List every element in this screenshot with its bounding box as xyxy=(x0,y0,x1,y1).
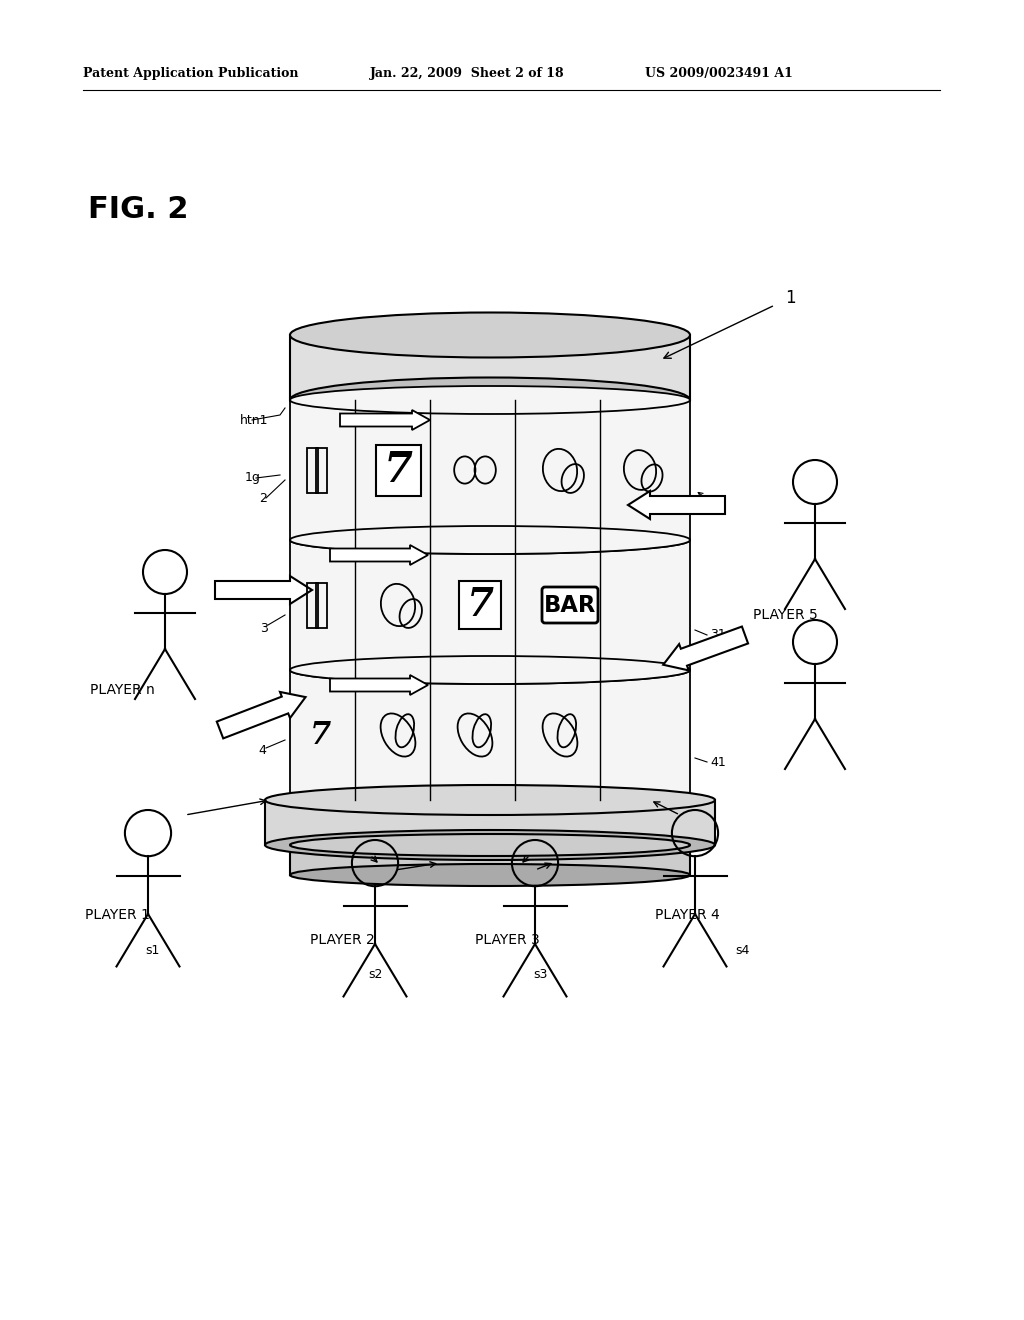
Text: PLAYER 1: PLAYER 1 xyxy=(85,908,150,921)
Bar xyxy=(316,582,328,627)
FancyArrow shape xyxy=(215,576,312,605)
Bar xyxy=(316,447,328,492)
Text: ht21: ht21 xyxy=(406,396,433,409)
Bar xyxy=(290,845,690,875)
Text: US 2009/0023491 A1: US 2009/0023491 A1 xyxy=(645,66,793,79)
Text: 2: 2 xyxy=(259,491,267,504)
Bar xyxy=(307,447,318,492)
Text: 4: 4 xyxy=(258,743,266,756)
FancyArrow shape xyxy=(664,627,749,671)
Text: PLAYER 3: PLAYER 3 xyxy=(475,933,540,946)
Text: PLAYER 5: PLAYER 5 xyxy=(753,609,818,622)
Text: 3: 3 xyxy=(260,622,268,635)
Ellipse shape xyxy=(290,656,690,684)
Text: s: s xyxy=(424,409,431,422)
FancyBboxPatch shape xyxy=(542,587,598,623)
Text: s: s xyxy=(422,544,429,558)
Text: PLAYER 4: PLAYER 4 xyxy=(655,908,720,921)
Bar xyxy=(265,800,715,845)
Text: s: s xyxy=(422,675,429,688)
FancyArrow shape xyxy=(217,692,305,738)
Text: ht41: ht41 xyxy=(645,396,674,409)
Ellipse shape xyxy=(290,378,690,422)
Bar xyxy=(290,400,690,540)
Text: Patent Application Publication: Patent Application Publication xyxy=(83,66,299,79)
Text: htn1: htn1 xyxy=(240,413,268,426)
Text: s1: s1 xyxy=(144,944,159,957)
FancyBboxPatch shape xyxy=(459,581,501,628)
Text: ht31: ht31 xyxy=(477,404,506,417)
FancyBboxPatch shape xyxy=(376,445,421,495)
Ellipse shape xyxy=(265,785,715,814)
Ellipse shape xyxy=(290,865,690,886)
FancyArrow shape xyxy=(330,545,428,565)
Text: ht11: ht11 xyxy=(330,404,358,417)
Ellipse shape xyxy=(290,834,690,855)
Text: 7: 7 xyxy=(309,719,331,751)
Text: PLAYER n: PLAYER n xyxy=(90,682,155,697)
Bar xyxy=(290,335,690,400)
Text: 1: 1 xyxy=(785,289,796,308)
Text: PLAYER 2: PLAYER 2 xyxy=(310,933,375,946)
Ellipse shape xyxy=(290,525,690,554)
Bar xyxy=(307,582,318,627)
Text: s2: s2 xyxy=(368,969,382,982)
FancyArrow shape xyxy=(628,491,725,519)
Text: 7: 7 xyxy=(467,586,494,624)
Bar xyxy=(290,671,690,800)
FancyArrow shape xyxy=(330,675,428,696)
Ellipse shape xyxy=(265,830,715,861)
Text: s4: s4 xyxy=(735,944,750,957)
Ellipse shape xyxy=(290,785,690,814)
Ellipse shape xyxy=(290,385,690,414)
Ellipse shape xyxy=(290,313,690,358)
Ellipse shape xyxy=(290,656,690,684)
Text: Jan. 22, 2009  Sheet 2 of 18: Jan. 22, 2009 Sheet 2 of 18 xyxy=(370,66,564,79)
Text: 41: 41 xyxy=(710,755,726,768)
Text: s3: s3 xyxy=(532,969,547,982)
Ellipse shape xyxy=(290,525,690,554)
Text: FIG. 2: FIG. 2 xyxy=(88,195,188,224)
Text: 31: 31 xyxy=(710,628,726,642)
Bar xyxy=(290,540,690,671)
Text: 21: 21 xyxy=(710,499,726,511)
Text: 1g: 1g xyxy=(245,471,261,484)
FancyArrow shape xyxy=(340,411,430,430)
Text: BAR: BAR xyxy=(544,594,596,616)
Text: 7: 7 xyxy=(384,449,413,491)
